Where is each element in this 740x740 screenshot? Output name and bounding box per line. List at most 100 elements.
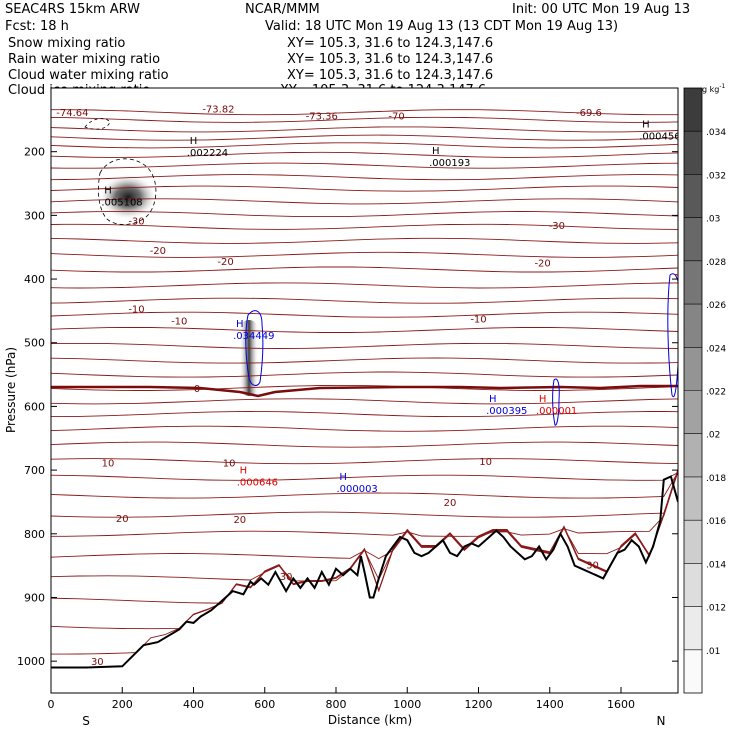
y-tick-label: 1000	[17, 655, 45, 668]
y-tick-label: 900	[24, 591, 45, 604]
freezing-level-line	[51, 384, 678, 398]
colorbar-swatch	[684, 433, 702, 477]
extremum-value: .000003	[336, 484, 377, 495]
colorbar-swatch	[684, 304, 702, 348]
init-time: Init: 00 UTC Mon 19 Aug 13	[512, 2, 690, 17]
contour-label: 20	[116, 514, 129, 525]
contour-label: -70	[388, 111, 404, 122]
temperature-contour-line	[51, 311, 678, 318]
temperature-contour-line	[51, 151, 678, 158]
temperature-contour-line	[51, 327, 678, 333]
colorbar-label: .032	[706, 171, 726, 181]
temperature-contour-line	[51, 471, 678, 499]
field-name-cloud: Cloud water mixing ratio	[8, 68, 169, 83]
colorbar-swatch	[684, 260, 702, 305]
field-xy-cloud: XY= 105.3, 31.6 to 124.3,147.6	[287, 68, 493, 83]
model-title: SEAC4RS 15km ARW	[5, 2, 140, 17]
cloud-water-contour-2	[552, 378, 560, 426]
extremum-value: .034449	[233, 331, 274, 342]
colorbar-label: .024	[706, 344, 726, 354]
x-tick-label: 200	[112, 698, 133, 711]
extremum-symbol: H	[240, 465, 248, 476]
colorbar-swatch	[684, 390, 702, 434]
temperature-contour-line	[51, 357, 678, 364]
temperature-contour-line	[51, 237, 678, 244]
colorbar-swatch	[684, 606, 702, 650]
temperature-contour-line	[51, 468, 678, 655]
axes: 0 200 400 600 800 1000 1200 1400 160020030040050…	[17, 146, 678, 711]
colorbar: .01 .012 .014 .016 .018 .02 .022 .024 .026 .028 .0…	[683, 87, 726, 694]
temperature-contour-line	[51, 198, 678, 205]
x-tick-label: 1200	[465, 698, 493, 711]
ice-shading	[100, 175, 156, 219]
contour-label: -10	[128, 304, 144, 315]
valid-time: Valid: 18 UTC Mon 19 Aug 13 (13 CDT Mon …	[265, 19, 618, 34]
x-axis-label: Distance (km)	[328, 713, 412, 727]
field-xy-rain: XY= 105.3, 31.6 to 124.3,147.6	[287, 52, 493, 67]
y-tick-label: 300	[24, 209, 45, 222]
y-tick-label: 600	[24, 400, 45, 413]
extremum-symbol: H	[236, 319, 244, 330]
colorbar-swatch	[684, 347, 702, 391]
x-tick-label: 600	[254, 698, 275, 711]
colorbar-label: .018	[706, 474, 726, 484]
extremum-symbol: H	[190, 136, 198, 147]
temperature-contour-line	[51, 142, 678, 149]
extremum-symbol: H	[642, 120, 650, 131]
temperature-contour-line	[51, 162, 678, 169]
extrema-labels: H.002224 H.000193H.000456H.005108H.034449…	[101, 120, 678, 495]
y-tick-label: 500	[24, 337, 45, 350]
colorbar-label: .028	[706, 258, 726, 268]
contour-label: -74.64	[56, 108, 88, 119]
contour-label: 0	[194, 384, 200, 395]
temperature-contour-line	[51, 223, 678, 230]
colorbar-label: .026	[706, 301, 726, 311]
x-tick-label: 1600	[607, 698, 635, 711]
terrain-line	[51, 475, 678, 669]
extremum-value: .000395	[486, 406, 527, 417]
contour-label: -73.36	[306, 111, 338, 122]
colorbar-label: .014	[706, 560, 726, 570]
colorbar-swatch	[684, 217, 702, 261]
extremum-value: .000646	[237, 477, 278, 488]
temperature-contour-line	[51, 441, 678, 448]
temperature-contour-line	[51, 109, 678, 116]
cloud-ice-contour	[98, 158, 157, 225]
colorbar-label: .03	[706, 215, 720, 225]
cloud-water-contour-3	[667, 273, 678, 398]
temperature-contour-line	[51, 126, 678, 133]
x-tick-label: 1400	[536, 698, 564, 711]
x-tick-label: 400	[183, 698, 204, 711]
contour-label: 30	[280, 572, 293, 583]
extremum-symbol: H	[104, 185, 112, 196]
temperature-contour-line	[51, 211, 678, 218]
contour-label: 30	[586, 560, 599, 571]
temperature-contours: -74.64 -73.82-73.36 -70 -69.6-30 -30-20-20 -2…	[51, 104, 678, 668]
temperature-contour-line	[51, 472, 678, 481]
temperature-contour-line	[51, 458, 678, 465]
temperature-contour-line	[51, 266, 678, 273]
colorbar-label: .034	[706, 128, 726, 138]
colorbar-swatch	[684, 174, 702, 218]
field-name-rain: Rain water mixing ratio	[8, 52, 160, 67]
y-tick-label: 700	[24, 464, 45, 477]
extremum-symbol: H	[539, 394, 547, 405]
colorbar-label: .016	[706, 517, 726, 527]
x-tick-label: 800	[326, 698, 347, 711]
colorbar-label: .02	[706, 431, 720, 441]
y-axis-label: Pressure (hPa)	[4, 347, 18, 433]
cloud-water-shading	[240, 320, 258, 396]
y-tick-label: 400	[24, 273, 45, 286]
colorbar-label: .022	[706, 388, 726, 398]
contour-label: -73.82	[202, 104, 234, 115]
contour-label: 10	[223, 458, 236, 469]
extremum-symbol: H	[339, 472, 347, 483]
contour-label: 20	[444, 498, 457, 509]
temperature-contour-line	[51, 116, 678, 123]
contour-label: -10	[470, 315, 486, 326]
extremum-value: .002224	[187, 148, 228, 159]
extremum-value: .000001	[536, 406, 577, 417]
temperature-contour-line	[51, 282, 678, 289]
temperature-contour-line	[51, 425, 678, 432]
